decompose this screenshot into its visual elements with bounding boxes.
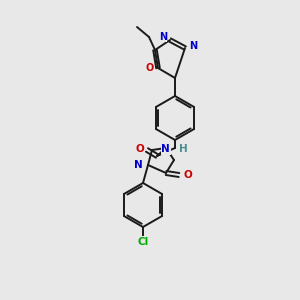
Text: Cl: Cl	[137, 237, 148, 247]
Text: O: O	[135, 144, 144, 154]
Text: N: N	[161, 144, 170, 154]
Text: O: O	[146, 63, 154, 73]
Text: O: O	[184, 170, 193, 180]
Text: N: N	[189, 41, 197, 51]
Text: N: N	[134, 160, 143, 170]
Text: N: N	[159, 32, 167, 42]
Text: H: H	[179, 144, 188, 154]
